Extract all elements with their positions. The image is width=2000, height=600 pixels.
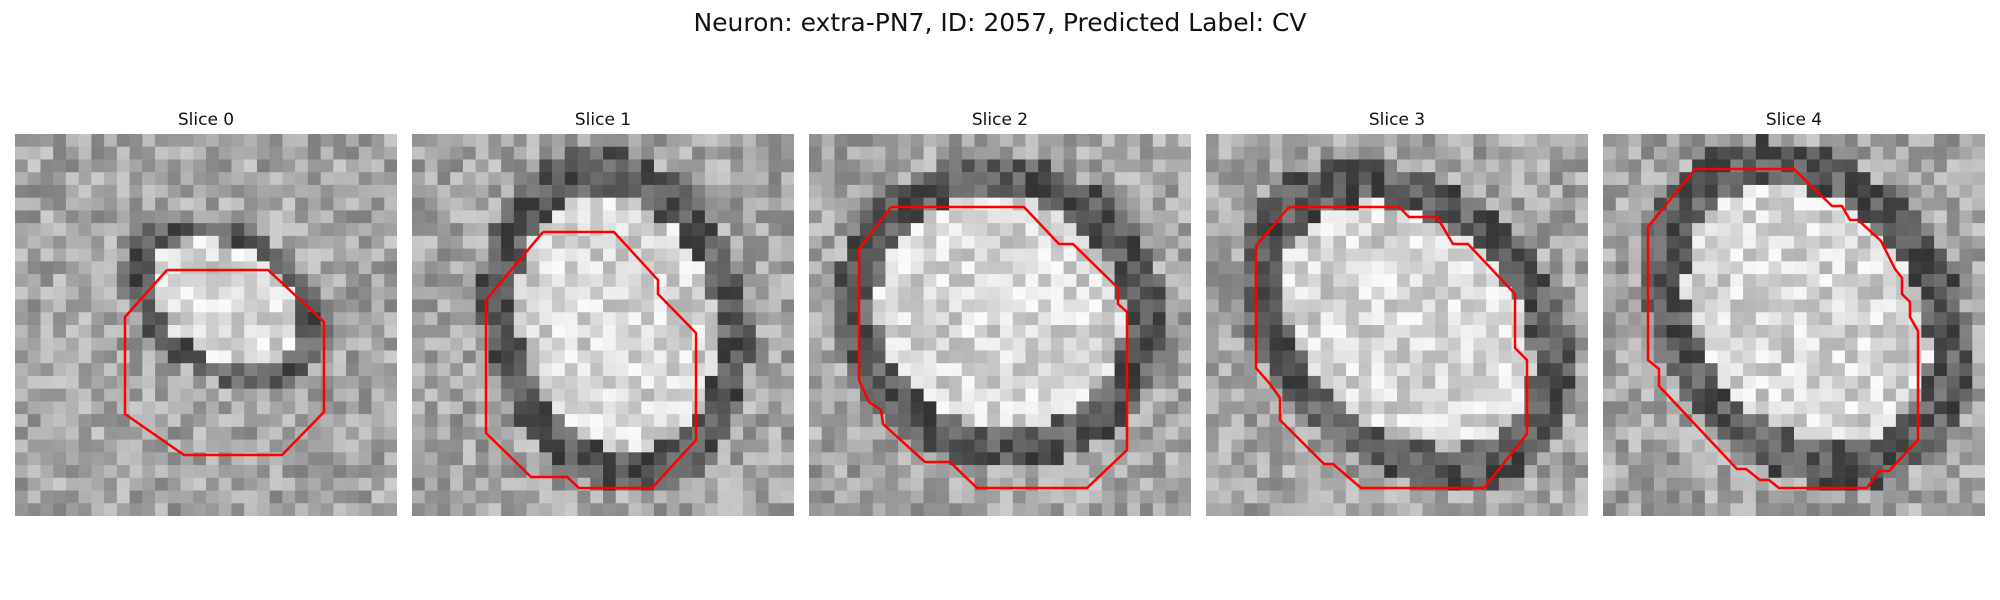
slice-panel-2: Slice 2	[809, 108, 1191, 516]
slice-image-2	[809, 134, 1191, 516]
cell-contour	[123, 268, 326, 457]
slice-title: Slice 1	[574, 110, 632, 130]
slice-panel-1: Slice 1	[412, 108, 794, 516]
slice-panel-4: Slice 4	[1603, 108, 1985, 516]
slice-panel-0: Slice 0	[15, 108, 397, 516]
slice-panel-3: Slice 3	[1206, 108, 1588, 516]
cell-contour	[857, 205, 1129, 490]
slice-image-3	[1206, 134, 1588, 516]
cell-contour	[1254, 205, 1529, 490]
slice-image-1	[412, 134, 794, 516]
slice-image-0	[15, 134, 397, 516]
slice-title: Slice 4	[1765, 110, 1823, 130]
slice-image-4	[1603, 134, 1985, 516]
slice-title: Slice 3	[1368, 110, 1426, 130]
slice-title: Slice 0	[177, 110, 235, 130]
slice-title: Slice 2	[971, 110, 1029, 130]
figure-title: Neuron: extra-PN7, ID: 2057, Predicted L…	[693, 8, 1307, 37]
cell-contour	[1646, 167, 1920, 490]
cell-contour	[484, 230, 698, 490]
